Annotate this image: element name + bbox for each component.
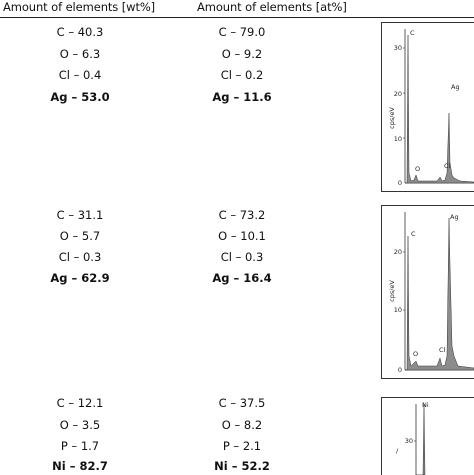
- wt-value: O – 3.5: [59, 418, 101, 432]
- wt-value: Cl – 0.4: [58, 68, 102, 82]
- peak-label: Cl: [444, 162, 451, 170]
- spectrum-curve: [416, 403, 426, 475]
- peak-label: Ni: [422, 401, 429, 409]
- at-value: O – 9.2: [221, 47, 263, 61]
- header-wt: Amount of elements [wt%]: [3, 0, 156, 14]
- peak-label: O: [415, 165, 420, 173]
- y-tick: 10: [394, 306, 402, 314]
- at-value: Cl – 0.3: [220, 250, 264, 264]
- at-value-main: Ag – 11.6: [212, 90, 272, 104]
- wt-value: O – 6.3: [59, 47, 101, 61]
- peak-label: C: [411, 230, 416, 238]
- at-value: O – 10.1: [218, 229, 266, 243]
- peak-label: Cl: [439, 346, 446, 354]
- wt-value: O – 5.7: [59, 229, 101, 243]
- at-value: P – 2.1: [222, 439, 262, 453]
- at-value: C – 37.5: [218, 396, 266, 410]
- at-value: Cl – 0.2: [220, 68, 264, 82]
- at-value-main: Ni – 52.2: [214, 459, 270, 473]
- spectrum-plot: 30 / Ni: [396, 401, 429, 475]
- wt-value: C – 31.1: [56, 208, 104, 222]
- spectrum-curve: [405, 34, 474, 184]
- spectrum-plot: 30 20 10 0 cps/eV C O Cl Ag: [388, 29, 474, 187]
- y-tick: 20: [394, 90, 402, 98]
- y-tick: 20: [394, 248, 402, 256]
- wt-value-main: Ag – 53.0: [50, 90, 110, 104]
- at-value: C – 79.0: [218, 25, 266, 39]
- at-value-main: Ag – 16.4: [212, 271, 272, 285]
- at-value: O – 8.2: [221, 418, 263, 432]
- peak-label: Ag: [450, 213, 459, 221]
- y-axis-label: cps/eV: [388, 107, 396, 129]
- y-tick: 0: [398, 179, 402, 187]
- y-tick: 30: [394, 44, 402, 52]
- header-at: Amount of elements [at%]: [197, 0, 347, 14]
- at-value: C – 73.2: [218, 208, 266, 222]
- wt-value: P – 1.7: [60, 439, 100, 453]
- wt-value: Cl – 0.3: [58, 250, 102, 264]
- header-rule: [0, 17, 474, 18]
- y-tick: 0: [398, 366, 402, 374]
- peak-label: O: [413, 350, 418, 358]
- wt-value: C – 40.3: [56, 25, 104, 39]
- eds-spectrum: 20 10 0 cps/eV C O Cl Ag: [381, 205, 474, 379]
- eds-spectrum: 30 20 10 0 cps/eV C O Cl Ag: [381, 22, 474, 192]
- peak-label: C: [410, 29, 415, 37]
- wt-value-main: Ni – 82.7: [52, 459, 108, 473]
- spectrum-curve: [405, 217, 474, 371]
- y-axis-label: /: [396, 447, 399, 455]
- y-tick: 10: [394, 135, 402, 143]
- y-tick: 30: [405, 437, 413, 445]
- peak-label: Ag: [451, 83, 460, 91]
- spectrum-plot: 20 10 0 cps/eV C O Cl Ag: [388, 212, 474, 374]
- y-axis-label: cps/eV: [388, 280, 396, 302]
- wt-value: C – 12.1: [56, 396, 104, 410]
- wt-value-main: Ag – 62.9: [50, 271, 110, 285]
- eds-spectrum: 30 / Ni: [381, 397, 474, 475]
